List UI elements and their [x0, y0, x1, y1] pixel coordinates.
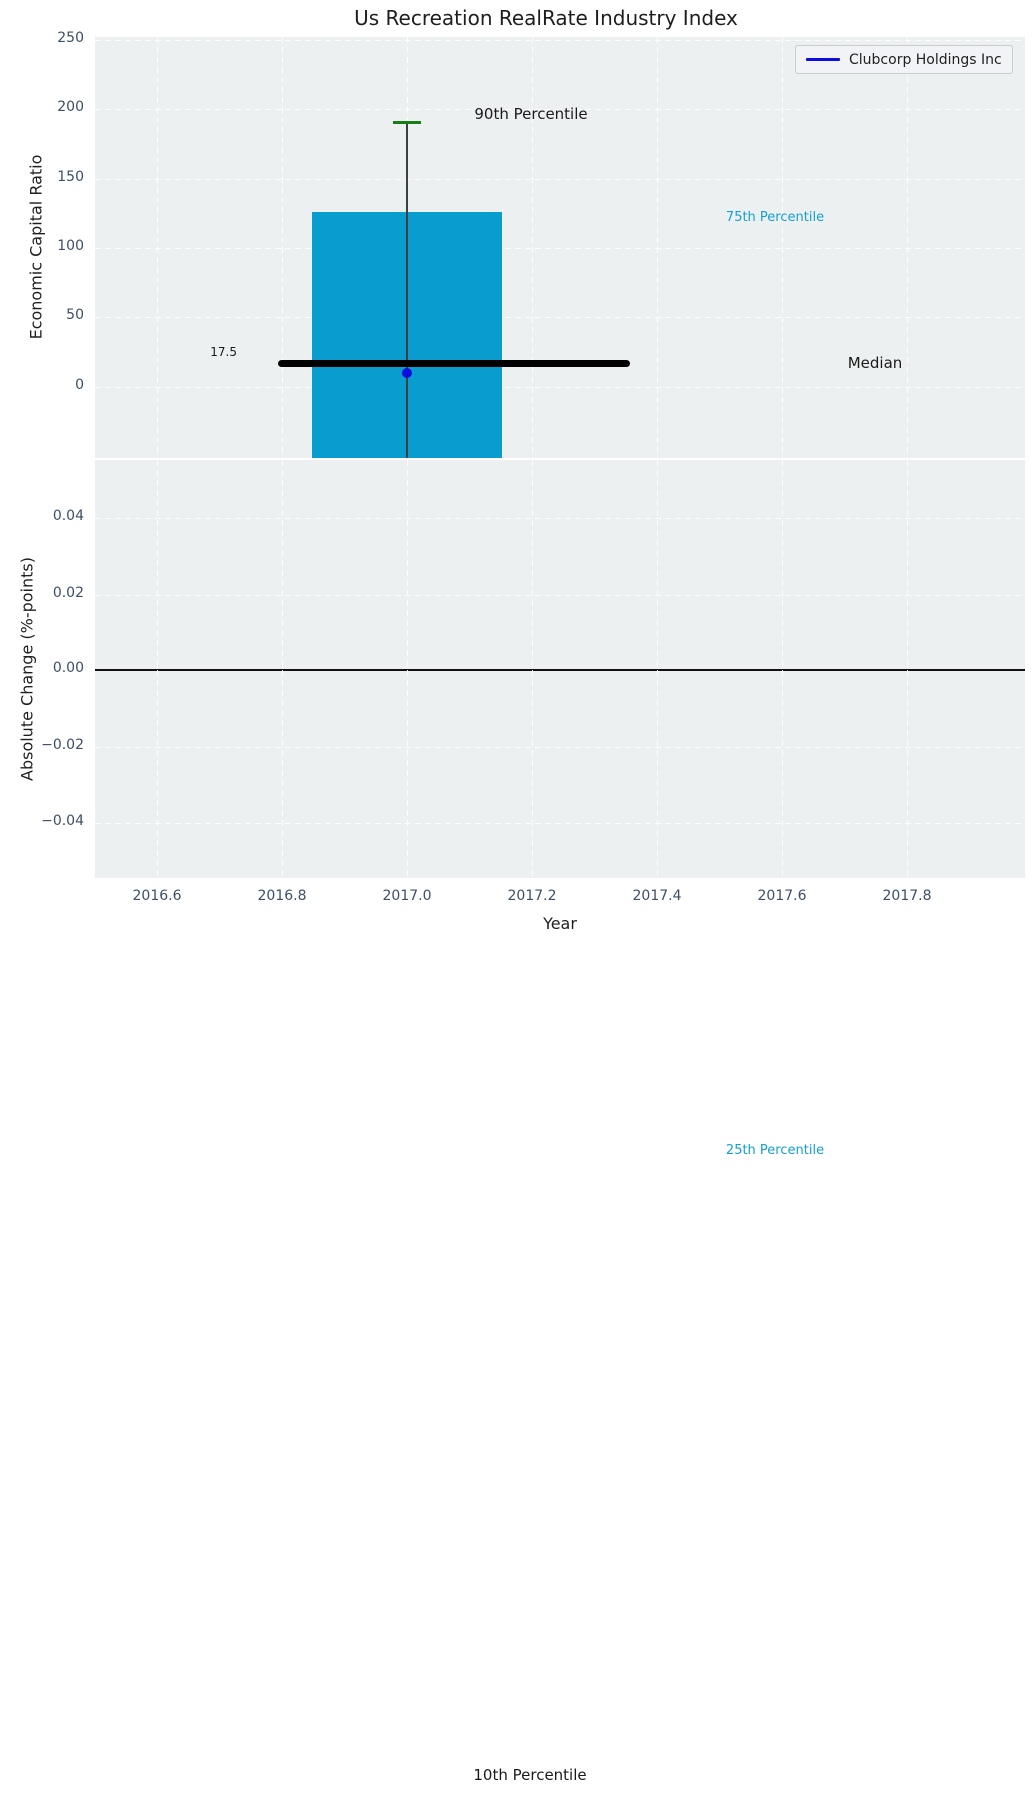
- xtick-2017-8: 2017.8: [882, 888, 932, 904]
- gridline-x-2017-6: [782, 37, 783, 458]
- y-axis-label-top: Economic Capital Ratio: [26, 154, 46, 340]
- annotation-10th-percentile: 10th Percentile: [473, 1766, 587, 1784]
- gridline-x-2017-0: [407, 460, 408, 878]
- xtick-2017-4: 2017.4: [632, 888, 682, 904]
- gridline-x-2017-4: [657, 37, 658, 458]
- xtick-2017-0: 2017.0: [382, 888, 432, 904]
- gridline-y-0: [95, 387, 1025, 388]
- gridline-y-neg-0-02: [95, 747, 1025, 748]
- gridline-y-neg-0-04: [95, 823, 1025, 824]
- gridline-x-2017-8: [907, 460, 908, 878]
- ytick-0-00: 0.00: [52, 660, 84, 676]
- xtick-2016-6: 2016.6: [132, 888, 182, 904]
- xtick-2017-2: 2017.2: [507, 888, 557, 904]
- gridline-x-2017-4: [657, 460, 658, 878]
- gridline-y-0-04: [95, 518, 1025, 519]
- gridline-y-100: [95, 248, 1025, 249]
- gridline-x-2016-6: [157, 460, 158, 878]
- ytick-neg-0-04: −0.04: [41, 813, 84, 829]
- bottom-plot-area: [95, 460, 1025, 878]
- gridline-x-2017-2: [532, 460, 533, 878]
- top-plot-area: Clubcorp Holdings Inc: [95, 37, 1025, 458]
- legend-label: Clubcorp Holdings Inc: [849, 51, 1002, 68]
- x-axis-label: Year: [543, 914, 577, 933]
- annotation-median-value: 17.5: [210, 345, 237, 359]
- ytick-150: 150: [57, 169, 84, 185]
- gridline-x-2017-2: [532, 37, 533, 458]
- ytick-100: 100: [57, 238, 84, 254]
- zero-reference-line: [95, 669, 1025, 671]
- gridline-x-2016-8: [282, 37, 283, 458]
- gridline-y-200: [95, 109, 1025, 110]
- legend-line-sample: [806, 58, 840, 61]
- annotation-25th-percentile: 25th Percentile: [725, 1143, 825, 1158]
- legend-box: Clubcorp Holdings Inc: [795, 45, 1013, 74]
- ytick-250: 250: [57, 30, 84, 46]
- chart-title: Us Recreation RealRate Industry Index: [354, 6, 738, 30]
- ytick-50: 50: [66, 307, 84, 323]
- gridline-x-2017-8: [907, 37, 908, 458]
- median-line: [278, 360, 630, 367]
- ytick-200: 200: [57, 99, 84, 115]
- ytick-neg-0-02: −0.02: [41, 737, 84, 753]
- gridline-y-150: [95, 179, 1025, 180]
- annotation-90th-percentile: 90th Percentile: [474, 105, 588, 123]
- xtick-2016-8: 2016.8: [257, 888, 307, 904]
- gridline-y-50: [95, 317, 1025, 318]
- ytick-0-04: 0.04: [52, 508, 84, 524]
- gridline-y-0-02: [95, 595, 1025, 596]
- xtick-2017-6: 2017.6: [757, 888, 807, 904]
- gridline-x-2016-6: [157, 37, 158, 458]
- annotation-75th-percentile: 75th Percentile: [725, 210, 825, 225]
- gridline-x-2016-8: [282, 460, 283, 878]
- whisker-cap-90th: [393, 121, 421, 124]
- gridline-x-2017-6: [782, 460, 783, 878]
- whisker-line: [406, 123, 408, 458]
- company-data-point: [402, 368, 412, 378]
- ytick-0-02: 0.02: [52, 585, 84, 601]
- ytick-0: 0: [75, 377, 84, 393]
- annotation-median: Median: [847, 354, 903, 372]
- y-axis-label-bottom: Absolute Change (%-points): [17, 557, 37, 781]
- gridline-y-250: [95, 40, 1025, 41]
